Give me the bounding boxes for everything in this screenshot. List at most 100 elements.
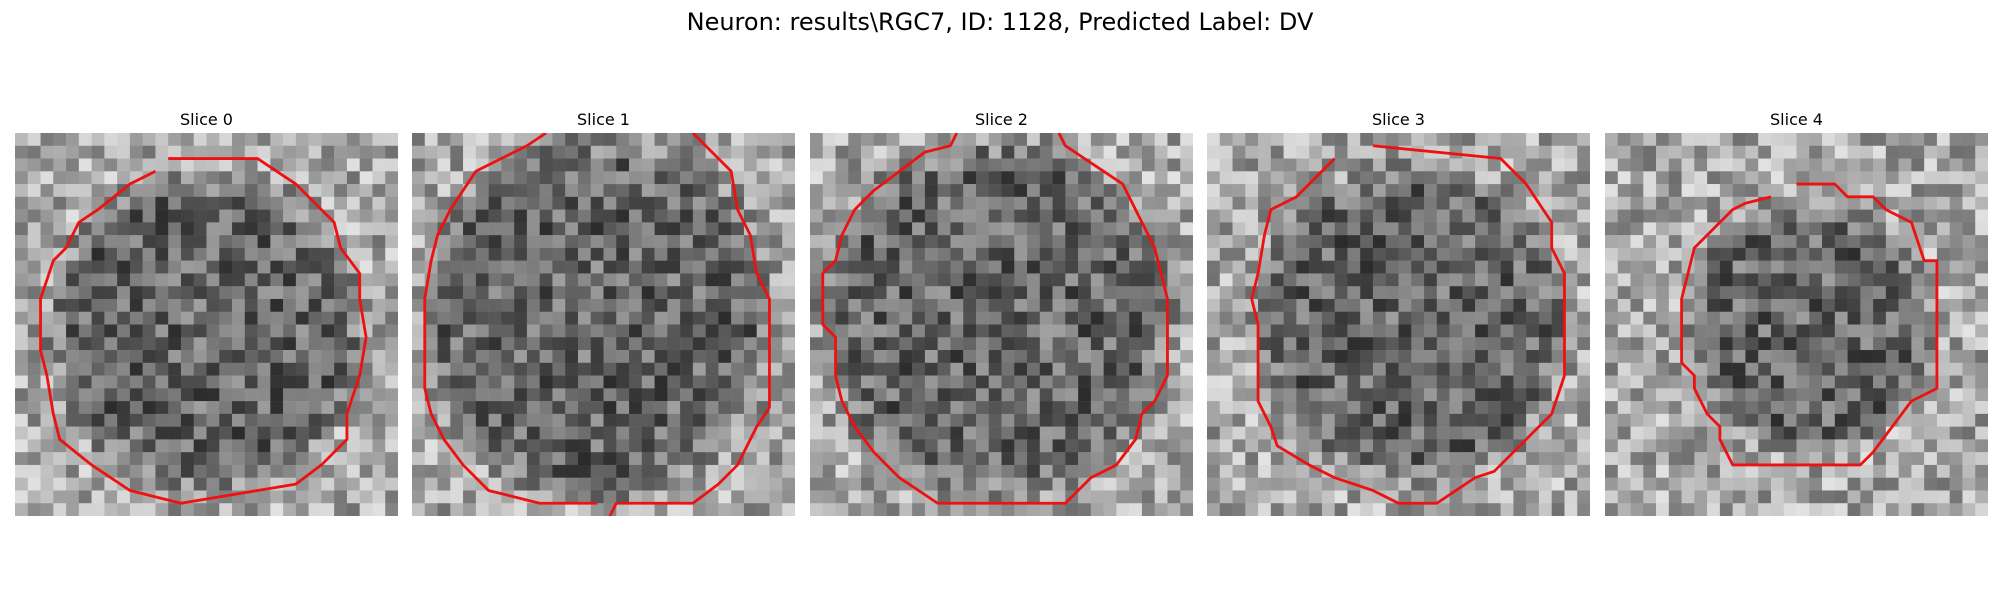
pixel [552, 145, 566, 159]
pixel [78, 375, 92, 389]
pixel [667, 222, 681, 236]
pixel [257, 362, 271, 376]
pixel [475, 350, 489, 364]
pixel [577, 388, 591, 402]
pixel [1911, 401, 1925, 415]
pixel [53, 184, 67, 198]
pixel [654, 209, 668, 223]
pixel [718, 503, 732, 516]
pixel [1707, 388, 1721, 402]
pixel [117, 286, 131, 300]
pixel [861, 464, 875, 478]
pixel [66, 273, 80, 287]
pixel [590, 388, 604, 402]
pixel [1822, 196, 1836, 210]
pixel [667, 362, 681, 376]
pixel [654, 426, 668, 440]
pixel [1283, 247, 1297, 261]
pixel [129, 184, 143, 198]
pixel [861, 375, 875, 389]
pixel [1090, 477, 1104, 491]
pixel [283, 362, 297, 376]
pixel [1617, 247, 1631, 261]
pixel [1745, 401, 1759, 415]
pixel [1245, 145, 1259, 159]
pixel [1885, 209, 1899, 223]
pixel [731, 413, 745, 427]
pixel [1065, 260, 1079, 274]
pixel [308, 311, 322, 325]
pixel [539, 311, 553, 325]
pixel [1513, 133, 1527, 147]
pixel [1911, 324, 1925, 338]
pixel [40, 439, 54, 453]
pixel [232, 503, 246, 516]
pixel [963, 184, 977, 198]
pixel [975, 375, 989, 389]
pixel [1462, 375, 1476, 389]
pixel [1500, 133, 1514, 147]
pixel [180, 196, 194, 210]
pixel [975, 209, 989, 223]
pixel [1526, 503, 1540, 516]
pixel [1873, 477, 1887, 491]
pixel [1694, 158, 1708, 172]
pixel [1796, 452, 1810, 466]
pixel [1577, 375, 1590, 389]
pixel [924, 388, 938, 402]
pixel [1027, 158, 1041, 172]
pixel [667, 158, 681, 172]
pixel [1962, 133, 1976, 147]
pixel [1924, 324, 1938, 338]
pixel [603, 222, 617, 236]
pixel [848, 273, 862, 287]
pixel [475, 324, 489, 338]
pixel [899, 222, 913, 236]
pixel [705, 184, 719, 198]
pixel [15, 337, 29, 351]
pixel [756, 477, 770, 491]
pixel [1822, 298, 1836, 312]
pixel [577, 477, 591, 491]
pixel [1847, 133, 1861, 147]
pixel [743, 311, 757, 325]
pixel [27, 362, 41, 376]
pixel [924, 362, 938, 376]
pixel [1643, 158, 1657, 172]
pixel [1847, 401, 1861, 415]
pixel [848, 503, 862, 516]
pixel [1334, 311, 1348, 325]
pixel [1475, 171, 1489, 185]
pixel [731, 375, 745, 389]
pixel [899, 401, 913, 415]
pixel [667, 145, 681, 159]
pixel [475, 298, 489, 312]
pixel [1141, 247, 1155, 261]
pixel [1372, 413, 1386, 427]
pixel [539, 503, 553, 516]
pixel [1847, 171, 1861, 185]
pixel [1436, 311, 1450, 325]
pixel [514, 426, 528, 440]
pixel [15, 247, 29, 261]
pixel [1232, 401, 1246, 415]
pixel [475, 133, 489, 147]
pixel [27, 401, 41, 415]
pixel [1847, 388, 1861, 402]
pixel [782, 196, 795, 210]
pixel [1154, 426, 1168, 440]
pixel [1167, 413, 1181, 427]
pixel [680, 171, 694, 185]
pixel [1052, 145, 1066, 159]
pixel [1617, 158, 1631, 172]
pixel [244, 362, 258, 376]
pixel [641, 158, 655, 172]
pixel [1039, 260, 1053, 274]
pixel [1809, 184, 1823, 198]
pixel [1809, 209, 1823, 223]
pixel [963, 350, 977, 364]
pixel [1936, 350, 1950, 364]
pixel [1694, 145, 1708, 159]
pixel [359, 235, 373, 249]
pixel [257, 209, 271, 223]
